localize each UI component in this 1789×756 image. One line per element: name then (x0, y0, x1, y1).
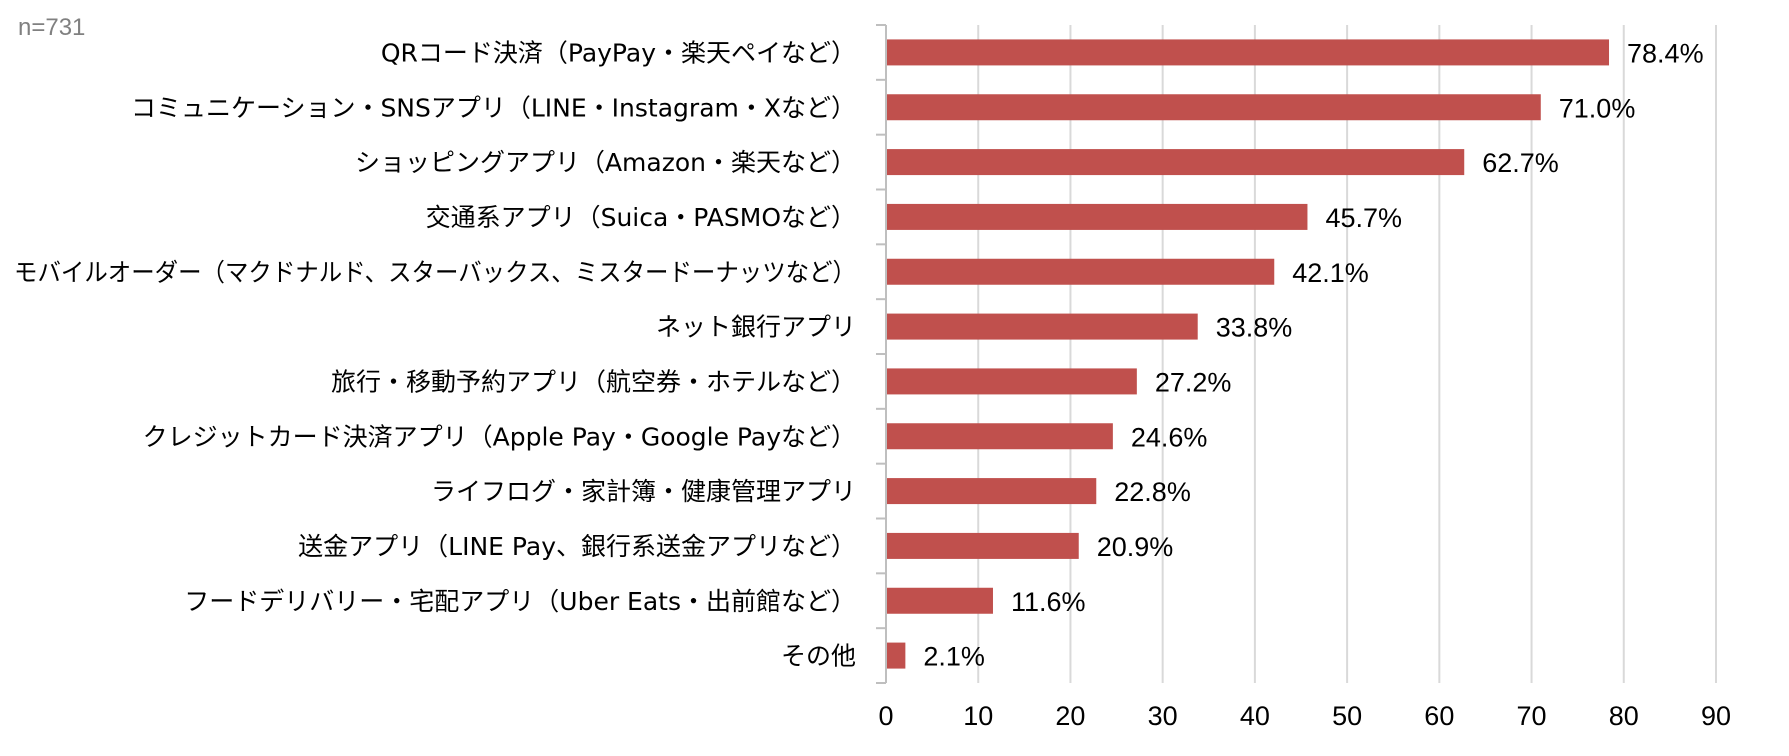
x-tick-label-50: 50 (1332, 701, 1362, 731)
category-label-12: その他 (781, 642, 856, 671)
category-label-8: クレジットカード決済アプリ（Apple Pay・Google Payなど） (143, 422, 856, 451)
category-label-2: コミュニケーション・SNSアプリ（LINE・Instagram・Xなど） (131, 93, 856, 122)
bar-8 (886, 423, 1113, 450)
bar-12 (886, 642, 906, 669)
value-label-9: 22.8% (1114, 477, 1191, 507)
bar-2 (886, 94, 1541, 121)
category-label-4: 交通系アプリ（Suica・PASMOなど） (426, 203, 856, 232)
x-tick-label-90: 90 (1701, 701, 1731, 731)
category-label-10: 送金アプリ（LINE Pay、銀行系送金アプリなど） (298, 532, 856, 561)
x-tick-label-20: 20 (1055, 701, 1085, 731)
x-tick-label-40: 40 (1240, 701, 1270, 731)
x-tick-label-30: 30 (1148, 701, 1178, 731)
sample-size-note: n=731 (18, 14, 86, 41)
x-tick-label-70: 70 (1517, 701, 1547, 731)
value-label-2: 71.0% (1559, 93, 1636, 123)
value-label-5: 42.1% (1292, 258, 1369, 288)
value-label-4: 45.7% (1325, 203, 1402, 233)
value-label-7: 27.2% (1155, 367, 1232, 397)
category-label-7: 旅行・移動予約アプリ（航空券・ホテルなど） (331, 367, 856, 396)
bar-5 (886, 258, 1275, 285)
category-label-5: モバイルオーダー（マクドナルド、スターバックス、ミスタードーナッツなど） (14, 258, 856, 287)
value-label-1: 78.4% (1627, 38, 1704, 68)
bar-1 (886, 39, 1610, 66)
bar-9 (886, 478, 1097, 505)
x-tick-label-60: 60 (1424, 701, 1454, 731)
bars (886, 39, 1610, 669)
bar-6 (886, 313, 1198, 340)
category-label-1: QRコード決済（PayPay・楽天ペイなど） (381, 38, 856, 67)
category-label-9: ライフログ・家計簿・健康管理アプリ (431, 477, 856, 506)
value-label-12: 2.1% (923, 642, 985, 672)
x-tick-label-0: 0 (878, 701, 893, 731)
category-label-3: ショッピングアプリ（Amazon・楽天など） (355, 148, 856, 177)
x-tick-label-10: 10 (963, 701, 993, 731)
value-label-6: 33.8% (1216, 313, 1293, 343)
category-label-6: ネット銀行アプリ (656, 313, 856, 342)
value-label-8: 24.6% (1131, 422, 1208, 452)
value-label-3: 62.7% (1482, 148, 1559, 178)
bar-4 (886, 203, 1308, 230)
bar-7 (886, 368, 1137, 395)
grid-lines (977, 25, 1717, 683)
x-tick-label-80: 80 (1609, 701, 1639, 731)
axes (876, 24, 887, 684)
value-label-10: 20.9% (1097, 532, 1174, 562)
labels: 0 10 20 30 40 50 60 70 80 90 QRコード決済（PayPay・楽天ペイなど… (14, 38, 1731, 731)
category-label-11: フードデリバリー・宅配アプリ（Uber Eats・出前館など） (184, 587, 856, 616)
bar-10 (886, 532, 1079, 559)
value-label-11: 11.6% (1011, 587, 1086, 617)
bar-11 (886, 587, 993, 614)
bar-3 (886, 149, 1465, 176)
